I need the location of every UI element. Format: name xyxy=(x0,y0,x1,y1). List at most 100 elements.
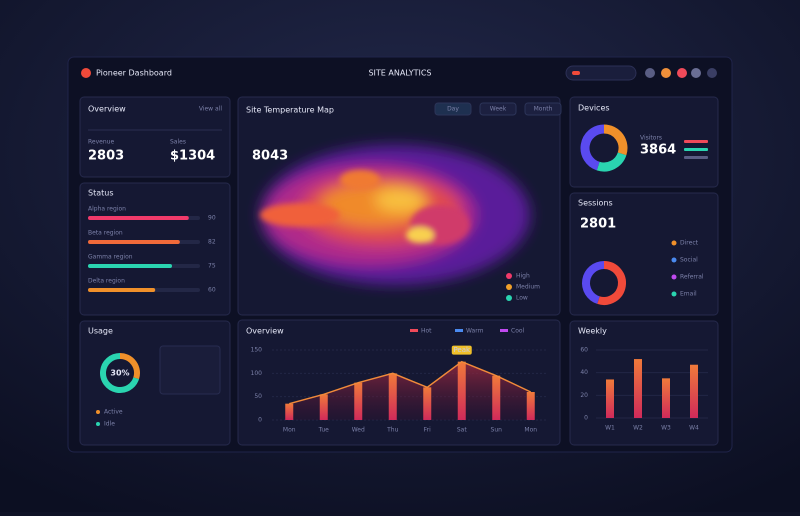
label: Warm xyxy=(466,328,484,335)
search-box[interactable] xyxy=(565,65,637,81)
label: Overview xyxy=(88,105,126,114)
label: Alpha region xyxy=(88,206,126,213)
info-box xyxy=(159,345,221,395)
label: 3864 xyxy=(640,143,676,158)
label: Revenue xyxy=(88,139,114,146)
label: 60 xyxy=(580,347,588,354)
bar xyxy=(457,361,466,420)
bar xyxy=(662,378,670,418)
legend-dot xyxy=(506,284,512,290)
line xyxy=(289,360,532,405)
label: 90 xyxy=(208,215,216,222)
label: 2803 xyxy=(88,149,124,164)
progress-bar xyxy=(88,264,172,268)
label: Delta region xyxy=(88,278,125,285)
label: Month xyxy=(534,106,553,113)
label: Social xyxy=(680,257,698,264)
area xyxy=(289,361,531,420)
label: 100 xyxy=(251,370,263,377)
label: Devices xyxy=(578,104,610,113)
label: 60 xyxy=(208,287,216,294)
label: $1304 xyxy=(170,149,215,164)
legend-dot xyxy=(671,274,677,280)
label: Sessions xyxy=(578,199,613,208)
label: W3 xyxy=(661,425,671,432)
label: Hot xyxy=(421,328,432,335)
legend-swatch xyxy=(500,329,508,332)
label: 150 xyxy=(251,347,263,354)
logo xyxy=(81,68,91,78)
bar xyxy=(319,394,328,420)
label: Peak xyxy=(453,346,471,354)
label: 2801 xyxy=(580,217,616,232)
label: Mon xyxy=(283,427,296,434)
label: W1 xyxy=(605,425,615,432)
label: Weekly xyxy=(578,327,607,336)
label: Status xyxy=(88,189,114,198)
label: Usage xyxy=(88,327,113,336)
bar xyxy=(690,364,698,418)
mini-line xyxy=(684,140,708,143)
label: Overview xyxy=(246,327,284,336)
legend-dot xyxy=(671,291,677,297)
label: Cool xyxy=(511,328,525,335)
donut-segment xyxy=(603,124,628,156)
tab[interactable] xyxy=(479,102,517,116)
label: W2 xyxy=(633,425,643,432)
donut-segment xyxy=(580,124,605,171)
label: Pioneer Dashboard xyxy=(96,69,172,78)
label: Medium xyxy=(516,284,540,291)
label: Direct xyxy=(680,240,699,247)
donut-segment xyxy=(582,261,605,304)
label: SITE ANALYTICS xyxy=(368,69,431,78)
donut-segment xyxy=(597,261,626,305)
label: 50 xyxy=(254,393,262,400)
label: Week xyxy=(490,106,507,113)
panel xyxy=(79,182,231,316)
label: 75 xyxy=(208,263,216,270)
bar xyxy=(285,403,294,420)
annotation-tag xyxy=(451,345,472,355)
label: Sales xyxy=(170,139,186,146)
label: Beta region xyxy=(88,230,123,237)
label: View all xyxy=(199,106,222,113)
bar xyxy=(526,392,535,420)
label: Mon xyxy=(524,427,537,434)
header-icon[interactable] xyxy=(691,68,701,78)
panel xyxy=(569,192,719,316)
tab[interactable] xyxy=(524,102,562,116)
header-icon[interactable] xyxy=(645,68,655,78)
label: 20 xyxy=(580,392,588,399)
label: 8043 xyxy=(252,149,288,164)
label: Wed xyxy=(352,427,365,434)
search-icon xyxy=(572,71,580,75)
legend-dot xyxy=(671,257,677,263)
progress-bar xyxy=(88,216,189,220)
label: Day xyxy=(447,106,459,113)
label: 40 xyxy=(580,369,588,376)
mini-line xyxy=(684,156,708,159)
donut-segment xyxy=(596,152,627,172)
header-icon[interactable] xyxy=(661,68,671,78)
header-icon[interactable] xyxy=(707,68,717,78)
donut-segment xyxy=(119,353,140,380)
legend-swatch xyxy=(455,329,463,332)
label: Sat xyxy=(457,427,467,434)
label: Low xyxy=(516,295,528,302)
bar xyxy=(606,379,614,418)
panel xyxy=(79,96,231,178)
label: Site Temperature Map xyxy=(246,106,334,115)
legend-dot xyxy=(506,295,512,301)
header-icon[interactable] xyxy=(677,68,687,78)
bar xyxy=(388,373,397,420)
progress-bar xyxy=(88,288,156,292)
label: Visitors xyxy=(640,135,662,142)
tab[interactable] xyxy=(434,102,472,116)
legend-dot xyxy=(506,273,512,279)
label: Tue xyxy=(318,427,330,434)
label: 0 xyxy=(258,417,262,424)
label: Thu xyxy=(386,427,398,434)
label: Idle xyxy=(104,421,115,428)
label: Referral xyxy=(680,274,704,281)
